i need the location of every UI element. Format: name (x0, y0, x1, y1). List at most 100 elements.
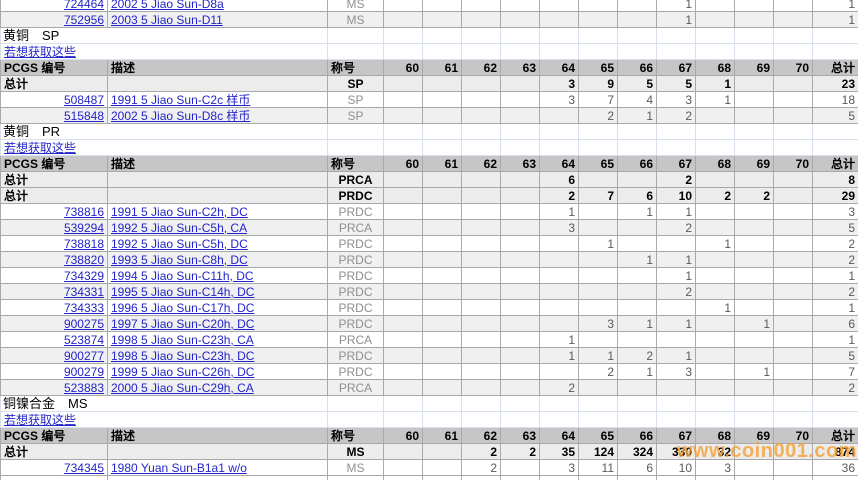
pcgs-number-link[interactable]: 523883 (63, 380, 104, 395)
pcgs-number-cell: 734329 (0, 267, 108, 284)
empty-cell (500, 27, 540, 44)
get-these-cell: 若想获取这些 (0, 411, 328, 428)
pcgs-number-link[interactable]: 734345 (63, 460, 104, 475)
description-link[interactable]: 1991 5 Jiao Sun-C2c 样币 (111, 92, 251, 107)
grade-cell-64: 1 (539, 347, 579, 364)
empty-cell (695, 411, 735, 428)
grade-cell-65 (578, 299, 618, 316)
grade-cell-66 (617, 299, 657, 316)
get-these-link[interactable]: 若想获取这些 (4, 412, 77, 427)
empty-cell (327, 475, 384, 480)
pcgs-number-link[interactable]: 738818 (63, 236, 104, 251)
pcgs-number-link[interactable]: 508487 (63, 92, 104, 107)
pcgs-number-link[interactable]: 738820 (63, 252, 104, 267)
empty-cell (617, 475, 657, 480)
pcgs-number-link[interactable]: 515848 (63, 108, 104, 123)
pcgs-number-link[interactable]: 734331 (63, 284, 104, 299)
grade-cell-63 (500, 379, 540, 396)
grade-cell-64: 3 (539, 459, 579, 476)
description-link[interactable]: 2002 5 Jiao Sun-D8a (111, 0, 224, 11)
empty-cell (461, 27, 501, 44)
grade-cell-61 (422, 363, 462, 380)
pcgs-number-cell: 738816 (0, 203, 108, 220)
grade-cell-61 (422, 75, 462, 92)
description-link[interactable]: 2000 5 Jiao Sun-C29h, CA (111, 380, 254, 395)
description-link[interactable]: 1994 5 Jiao Sun-C11h, DC (111, 268, 254, 283)
description-link[interactable]: 1980 Yuan Sun-B1a1 w/o (111, 460, 247, 475)
total-cell: 5 (812, 219, 858, 236)
description-link[interactable]: 2002 5 Jiao Sun-D8c 样币 (111, 108, 251, 123)
description-cell: 1998 5 Jiao Sun-C23h, CA (107, 331, 328, 348)
grade-cell-69 (734, 443, 774, 460)
description-link[interactable]: 2003 5 Jiao Sun-D11 (111, 12, 223, 27)
grade-cell-67: 1 (656, 11, 696, 28)
grade-cell-64 (539, 363, 579, 380)
grade-cell-69 (734, 203, 774, 220)
pcgs-number-link[interactable]: 752956 (63, 12, 104, 27)
grade-cell-65: 2 (578, 363, 618, 380)
description-link[interactable]: 1999 5 Jiao Sun-C26h, DC (111, 364, 255, 379)
pcgs-number-cell: 523874 (0, 331, 108, 348)
table-row: 734345 1980 Yuan Sun-B1a1 w/o MS 2 3 11 6 10 3 36 (0, 459, 858, 476)
grade-cell-66: 324 (617, 443, 657, 460)
description-link[interactable]: 1998 5 Jiao Sun-C23h, DC (111, 348, 255, 363)
grade-cell-65 (578, 203, 618, 220)
grade-cell-69 (734, 75, 774, 92)
pcgs-number-link[interactable]: 724464 (63, 0, 104, 11)
description-cell: 1994 5 Jiao Sun-C11h, DC (107, 267, 328, 284)
column-header-total: 总计 (812, 155, 858, 172)
pcgs-number-link[interactable]: 734329 (63, 268, 104, 283)
column-header-grade-66: 66 (617, 427, 657, 444)
grade-cell-69 (734, 331, 774, 348)
description-link[interactable]: 1992 5 Jiao Sun-C5h, CA (111, 220, 248, 235)
description-link[interactable]: 1993 5 Jiao Sun-C8h, DC (111, 252, 248, 267)
grade-cell-69 (734, 91, 774, 108)
total-cell: 2 (812, 379, 858, 396)
empty-cell (656, 411, 696, 428)
get-these-link[interactable]: 若想获取这些 (4, 44, 77, 59)
designation-cell: PRCA (327, 331, 384, 348)
empty-cell (461, 123, 501, 140)
column-header-grade-63: 63 (500, 59, 540, 76)
pcgs-number-link[interactable]: 734333 (63, 300, 104, 315)
get-these-link[interactable]: 若想获取这些 (4, 140, 77, 155)
description-link[interactable]: 1995 5 Jiao Sun-C14h, DC (111, 284, 255, 299)
grade-cell-65: 124 (578, 443, 618, 460)
table-row: 724464 2002 5 Jiao Sun-D8a MS 1 1 (0, 0, 858, 12)
description-link[interactable]: 1992 5 Jiao Sun-C5h, DC (111, 236, 248, 251)
grade-cell-67: 1 (656, 347, 696, 364)
description-link[interactable]: 1991 5 Jiao Sun-C2h, DC (111, 204, 248, 219)
grade-cell-66 (617, 331, 657, 348)
totals-row: 总计 SP 3 9 5 5 1 23 (0, 75, 858, 92)
section-title: 铜镍合金 MS (0, 395, 328, 412)
pcgs-number-cell: 900277 (0, 347, 108, 364)
empty-cell (461, 139, 501, 156)
total-cell: 1 (812, 299, 858, 316)
grade-cell-63 (500, 107, 540, 124)
pcgs-number-link[interactable]: 900279 (63, 364, 104, 379)
description-link[interactable]: 1997 5 Jiao Sun-C20h, DC (111, 316, 255, 331)
description-cell: 1999 5 Jiao Sun-C26h, DC (107, 363, 328, 380)
empty-cell (617, 395, 657, 412)
column-header-pcgs: PCGS 编号 (0, 427, 108, 444)
pcgs-number-link[interactable]: 738816 (63, 204, 104, 219)
grade-cell-70 (773, 331, 813, 348)
grade-cell-66 (617, 0, 657, 12)
pcgs-number-link[interactable]: 539294 (63, 220, 104, 235)
grade-cell-63 (500, 251, 540, 268)
total-cell: 2 (812, 235, 858, 252)
grade-cell-69 (734, 171, 774, 188)
grade-cell-63 (500, 459, 540, 476)
pcgs-number-link[interactable]: 900277 (63, 348, 104, 363)
empty-cell (656, 123, 696, 140)
description-link[interactable]: 1998 5 Jiao Sun-C23h, CA (111, 332, 254, 347)
pcgs-number-link[interactable]: 900275 (63, 316, 104, 331)
grade-cell-69: 1 (734, 363, 774, 380)
grade-cell-66 (617, 283, 657, 300)
empty-cell (734, 27, 774, 44)
pcgs-number-link[interactable]: 523874 (63, 332, 104, 347)
description-link[interactable]: 1996 5 Jiao Sun-C17h, DC (111, 300, 255, 315)
empty-cell (578, 411, 618, 428)
